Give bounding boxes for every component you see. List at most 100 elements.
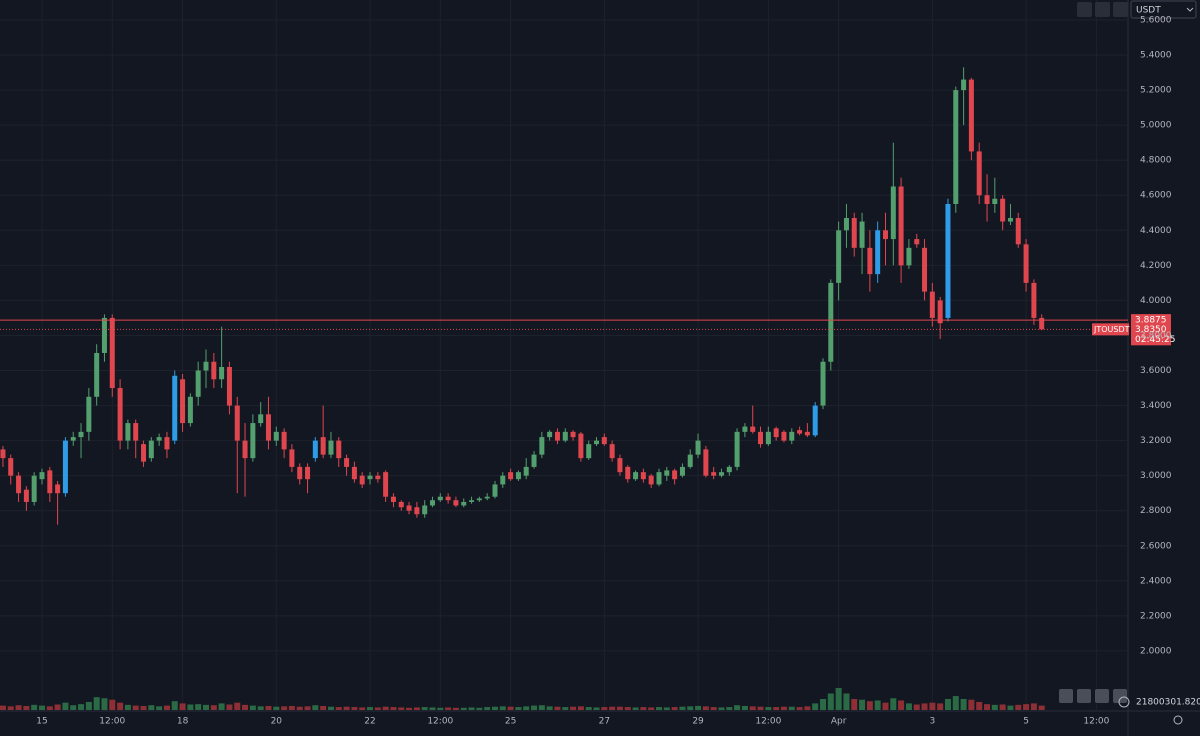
volume-bar bbox=[374, 707, 381, 710]
volume-bar bbox=[835, 688, 842, 710]
candle-body bbox=[484, 496, 490, 499]
y-tick-label: 2.0000 bbox=[1140, 646, 1172, 656]
price-label: 3.8875 bbox=[1135, 316, 1167, 326]
x-tick-label: 29 bbox=[692, 717, 704, 727]
volume-bar bbox=[710, 707, 717, 710]
candle-body bbox=[445, 496, 451, 501]
volume-bar bbox=[898, 700, 905, 710]
volume-bar bbox=[827, 693, 834, 710]
symbol-box bbox=[1092, 323, 1129, 336]
candle-body bbox=[1007, 218, 1013, 222]
y-tick-label: 5.0000 bbox=[1140, 121, 1172, 131]
y-tick-label: 4.4000 bbox=[1140, 226, 1172, 236]
y-tick-label: 2.4000 bbox=[1140, 576, 1172, 586]
candle-body bbox=[414, 507, 420, 515]
candle-body bbox=[812, 405, 818, 436]
grid bbox=[0, 0, 1128, 710]
x-tick-label: 18 bbox=[177, 717, 189, 727]
volume-bar bbox=[304, 706, 311, 710]
volume-bar bbox=[257, 706, 264, 710]
volume-bar bbox=[312, 705, 319, 710]
volume-bar bbox=[507, 706, 514, 710]
candle-body bbox=[531, 454, 537, 467]
candle-body bbox=[336, 440, 342, 459]
candle-body bbox=[453, 500, 459, 506]
toolbar-button[interactable] bbox=[1113, 2, 1128, 17]
candle-body bbox=[164, 437, 170, 450]
toolbar-button[interactable] bbox=[1095, 689, 1109, 703]
volume-bar bbox=[968, 699, 975, 710]
volume-bar bbox=[195, 704, 202, 710]
visibility-icon[interactable] bbox=[1118, 696, 1130, 708]
candle-body bbox=[16, 475, 22, 494]
volume-bars bbox=[0, 688, 1045, 710]
candle-body bbox=[679, 466, 685, 476]
candle-body bbox=[656, 472, 662, 485]
candle-body bbox=[187, 396, 193, 424]
volume-bar bbox=[437, 707, 444, 710]
candle-body bbox=[148, 440, 154, 459]
toolbar-button[interactable] bbox=[1059, 689, 1073, 703]
candle-body bbox=[789, 431, 795, 441]
candle-body bbox=[617, 458, 623, 473]
volume-bar bbox=[406, 707, 413, 710]
y-tick-label: 2.8000 bbox=[1140, 506, 1172, 516]
volume-bar bbox=[203, 704, 210, 710]
candle-body bbox=[797, 430, 803, 434]
candle-body bbox=[929, 291, 935, 318]
toolbar-button[interactable] bbox=[1077, 689, 1091, 703]
volume-bar bbox=[179, 703, 186, 710]
volume-bar bbox=[242, 704, 249, 710]
candle-body bbox=[492, 484, 498, 497]
volume-bar bbox=[663, 707, 670, 710]
candle-body bbox=[8, 458, 14, 476]
candle-body bbox=[937, 300, 943, 324]
volume-bar bbox=[382, 706, 389, 710]
candle-body bbox=[23, 489, 29, 502]
volume-bar bbox=[570, 706, 577, 710]
candle-body bbox=[968, 79, 974, 152]
volume-bar bbox=[468, 707, 475, 710]
candle-body bbox=[859, 221, 865, 248]
currency-select[interactable] bbox=[1130, 0, 1197, 19]
toolbar-button[interactable] bbox=[1077, 2, 1092, 17]
x-tick-label: 25 bbox=[505, 717, 516, 727]
settings-icon[interactable] bbox=[1173, 715, 1183, 725]
candle-body bbox=[578, 433, 584, 459]
candle-body bbox=[765, 431, 771, 445]
candle-body bbox=[570, 431, 576, 438]
candle-body bbox=[180, 379, 186, 424]
volume-bar bbox=[156, 706, 163, 710]
candle-body bbox=[836, 230, 842, 283]
candle-body bbox=[914, 239, 920, 245]
volume-bar bbox=[124, 704, 131, 710]
price-box bbox=[1131, 314, 1171, 327]
candle-body bbox=[711, 472, 717, 476]
volume-bar bbox=[976, 701, 983, 710]
volume-bar bbox=[804, 706, 811, 710]
symbol-label: JTOUSDT bbox=[1093, 325, 1130, 334]
candle-body bbox=[375, 475, 381, 480]
toolbar-button[interactable] bbox=[1095, 2, 1110, 17]
volume-bar bbox=[359, 707, 366, 710]
candle-body bbox=[359, 475, 365, 485]
candle-body bbox=[664, 470, 670, 476]
volume-bar bbox=[234, 702, 241, 710]
volume-bar bbox=[226, 704, 233, 710]
volume-bar bbox=[46, 706, 53, 710]
volume-bar bbox=[671, 707, 678, 710]
candle-body bbox=[289, 449, 295, 467]
volume-bar bbox=[656, 707, 663, 710]
volume-bar bbox=[1038, 705, 1045, 710]
volume-bar bbox=[23, 705, 30, 710]
candle-body bbox=[125, 423, 131, 441]
y-tick-label: 3.4000 bbox=[1140, 401, 1172, 411]
toolbar-button[interactable] bbox=[1113, 689, 1127, 703]
candle-body bbox=[305, 466, 311, 480]
volume-bar bbox=[38, 705, 45, 710]
candle-body bbox=[78, 431, 84, 438]
y-tick-label: 2.2000 bbox=[1140, 611, 1172, 621]
candle-body bbox=[734, 431, 740, 467]
